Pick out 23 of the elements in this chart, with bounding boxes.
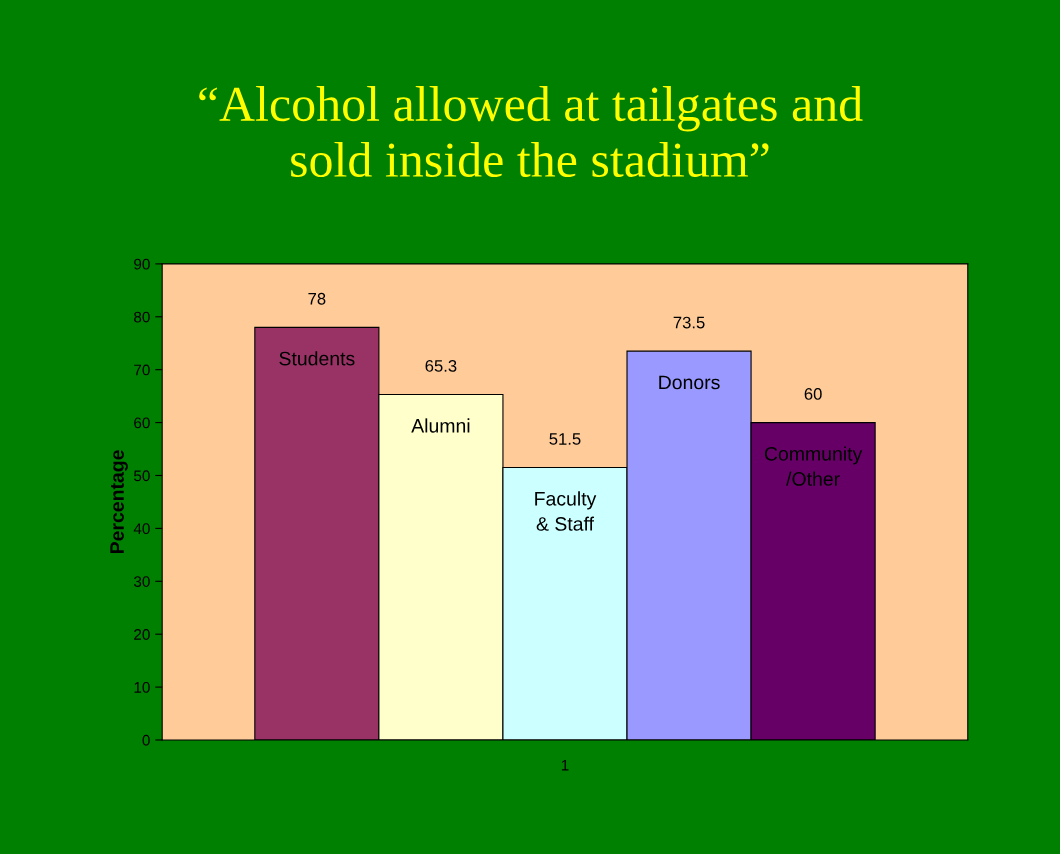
data-label: 78 <box>308 292 326 305</box>
y-tick-label: 80 <box>134 311 150 323</box>
y-tick-label: 10 <box>134 681 150 693</box>
series-label: Alumni <box>411 418 470 433</box>
y-tick-label: 30 <box>133 576 150 587</box>
series-label: Students <box>279 351 355 366</box>
series-label: Faculty & Staff <box>535 491 597 531</box>
y-tick-label: 40 <box>133 523 150 535</box>
data-label: 65.3 <box>425 360 457 372</box>
y-tick-label: 60 <box>134 417 150 429</box>
data-label: 60 <box>804 388 822 400</box>
series-label: Donors <box>659 375 720 390</box>
y-tick-label: 20 <box>134 629 150 640</box>
x-tick-label: 1 <box>561 760 569 771</box>
y-tick-label: 90 <box>134 258 150 270</box>
data-label: 73.5 <box>673 316 705 329</box>
data-label: 51.5 <box>549 433 581 445</box>
y-tick-label: 50 <box>133 470 150 482</box>
y-tick-label: 0 <box>142 734 150 746</box>
y-axis-title: Percentage <box>110 450 128 554</box>
chart-title: “Alcohol allowed at tailgates and sold inside the stadium” <box>199 86 863 178</box>
series-label: Community /Other <box>764 446 863 486</box>
y-tick-label: 70 <box>134 364 150 376</box>
